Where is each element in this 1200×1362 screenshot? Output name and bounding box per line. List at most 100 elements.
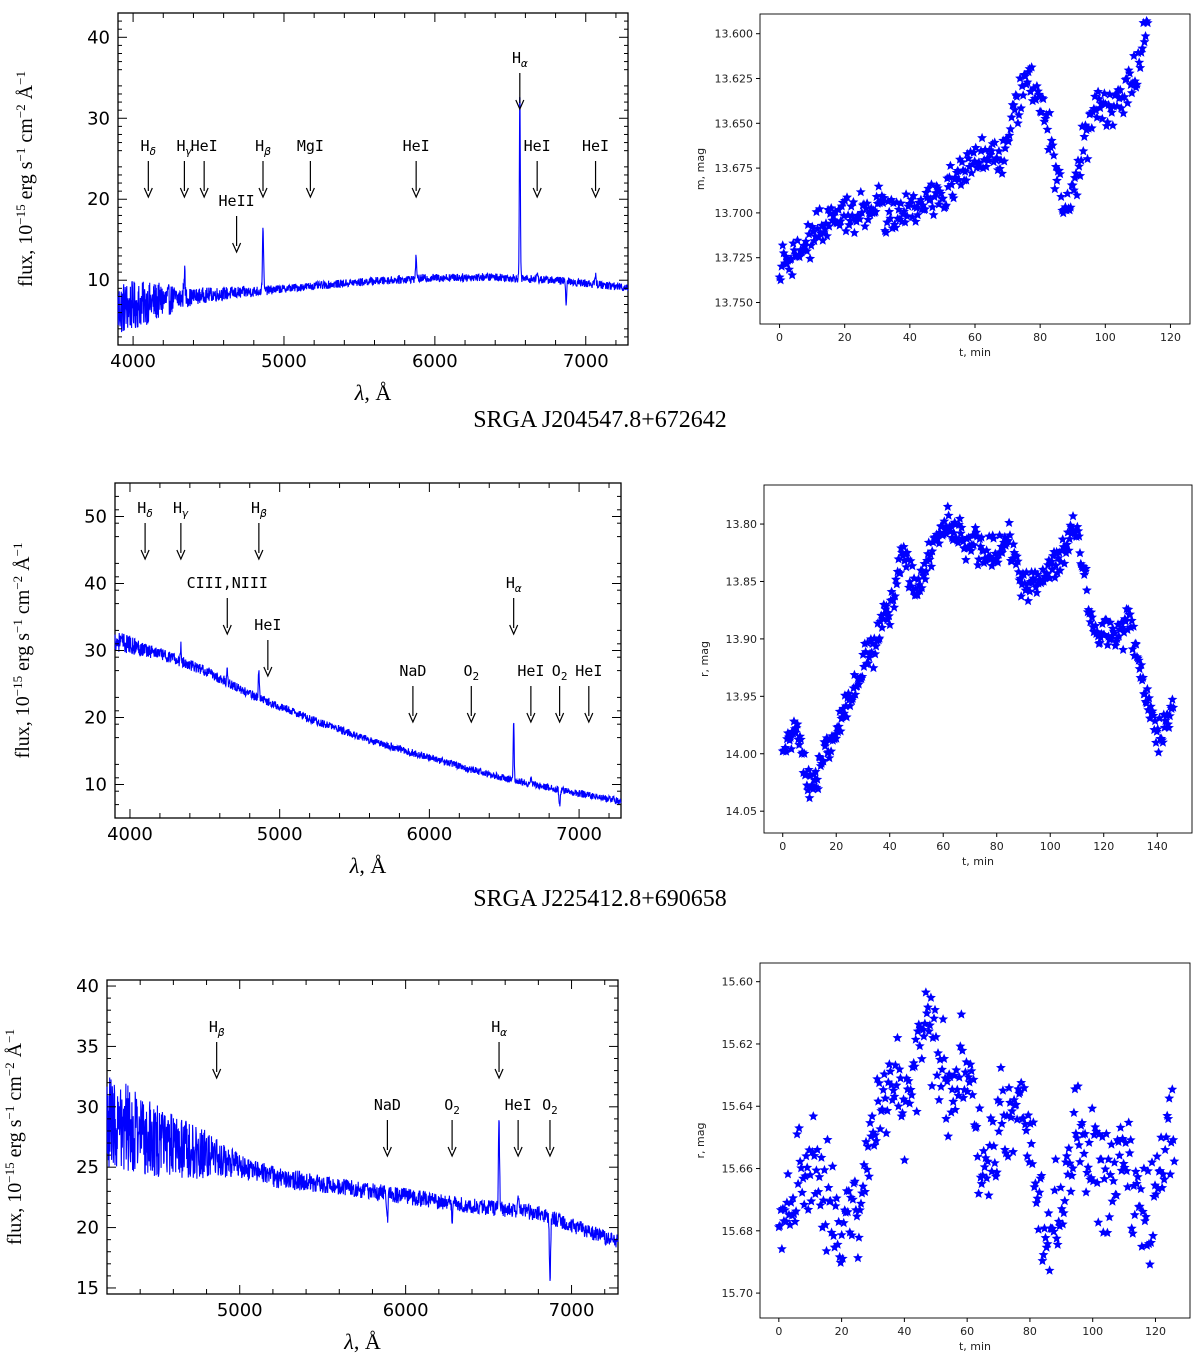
data-point: [991, 152, 1002, 163]
data-point: [948, 1096, 959, 1106]
data-point: [1139, 688, 1150, 699]
data-point: [1046, 135, 1057, 145]
data-point: [838, 703, 849, 713]
line-label-base: H: [512, 49, 521, 67]
data-point: [936, 188, 946, 198]
y-axis-label: r, mag: [698, 641, 711, 677]
data-point: [936, 1081, 946, 1091]
line-label: HeI: [505, 1096, 532, 1114]
data-point: [1051, 1233, 1062, 1243]
line-label-base: HeI: [582, 137, 609, 155]
data-point: [871, 191, 882, 201]
data-point: [841, 226, 851, 236]
data-point: [999, 156, 1010, 166]
data-point: [1082, 153, 1093, 164]
data-point: [1126, 1223, 1137, 1233]
line-label-base: H: [209, 1018, 218, 1036]
data-point: [812, 1144, 823, 1154]
line-label-base: O: [542, 1096, 551, 1114]
line-label: HeI: [524, 137, 551, 155]
data-point: [1122, 1181, 1133, 1192]
data-point: [846, 201, 857, 211]
data-point: [986, 1166, 997, 1176]
data-point: [823, 1182, 834, 1192]
data-point: [788, 1192, 798, 1203]
x-tick-label: 80: [1023, 1325, 1037, 1338]
data-point: [1131, 1178, 1142, 1188]
data-point: [916, 582, 927, 593]
x-tick-label: 80: [990, 840, 1004, 853]
y-tick-label: 15.64: [722, 1100, 754, 1113]
data-point: [1078, 561, 1089, 571]
line-label: NaD: [374, 1096, 401, 1114]
y-tick-label: 20: [87, 189, 110, 210]
data-point: [1081, 563, 1091, 573]
data-point: [790, 727, 801, 737]
data-point: [988, 1141, 999, 1151]
line-label-sub: γ: [182, 507, 189, 520]
data-point: [891, 579, 902, 589]
data-point: [844, 1227, 855, 1237]
y-tick-label: 13.700: [715, 207, 754, 220]
y-tick-label: 13.85: [726, 575, 758, 588]
x-tick-label: 40: [883, 840, 897, 853]
data-point: [1097, 1131, 1108, 1142]
data-point: [822, 230, 832, 241]
data-point: [1132, 79, 1142, 89]
data-point: [1087, 612, 1097, 622]
data-point: [1129, 1209, 1140, 1220]
data-point: [862, 637, 873, 648]
data-point: [1128, 621, 1139, 631]
data-point: [835, 216, 846, 226]
data-point: [976, 1178, 987, 1189]
data-point: [943, 510, 954, 520]
data-point: [1157, 1182, 1168, 1193]
data-point: [1068, 511, 1078, 521]
data-point: [786, 253, 797, 264]
data-point: [852, 1211, 862, 1221]
data-point: [790, 1216, 800, 1226]
data-point: [1102, 1227, 1113, 1237]
y-axis-label-part: −2: [2, 1062, 17, 1076]
line-label: HeI: [582, 137, 609, 155]
data-point: [1039, 1223, 1050, 1233]
data-point: [1138, 672, 1148, 682]
line-label-base: HeI: [575, 662, 602, 680]
data-point: [909, 1061, 920, 1071]
line-label-base: H: [251, 499, 260, 517]
line-arrowhead: [263, 666, 273, 678]
y-axis-label-part: erg s: [4, 1119, 26, 1162]
data-point: [1119, 91, 1130, 102]
data-point: [1078, 146, 1089, 156]
data-point: [870, 206, 881, 216]
data-point: [1094, 637, 1105, 648]
data-point: [1099, 88, 1110, 98]
x-tick-label: 100: [1082, 1325, 1103, 1338]
y-axis-label-part: −1: [13, 71, 28, 85]
data-point: [997, 1118, 1007, 1128]
data-point: [885, 213, 896, 223]
data-point: [1003, 136, 1014, 146]
data-point: [1044, 107, 1055, 118]
data-point: [871, 1135, 882, 1146]
data-point: [1061, 547, 1072, 558]
line-arrowhead: [584, 712, 594, 724]
data-point: [837, 1253, 848, 1263]
data-point: [884, 610, 894, 621]
line-label-sub: 2: [551, 1104, 558, 1117]
data-point: [776, 1243, 787, 1254]
x-tick-label: 120: [1160, 331, 1181, 344]
data-point: [1095, 102, 1106, 113]
data-point: [786, 1197, 796, 1207]
line-label: MgI: [297, 137, 324, 155]
data-point: [946, 1107, 957, 1117]
data-point: [1073, 525, 1084, 536]
data-point: [1087, 1103, 1098, 1113]
data-point: [1088, 621, 1098, 632]
data-point: [1021, 567, 1032, 577]
data-point: [1058, 1207, 1069, 1218]
data-point: [824, 752, 835, 763]
data-point: [989, 137, 1000, 147]
data-point: [1065, 202, 1076, 212]
data-point: [789, 245, 800, 255]
